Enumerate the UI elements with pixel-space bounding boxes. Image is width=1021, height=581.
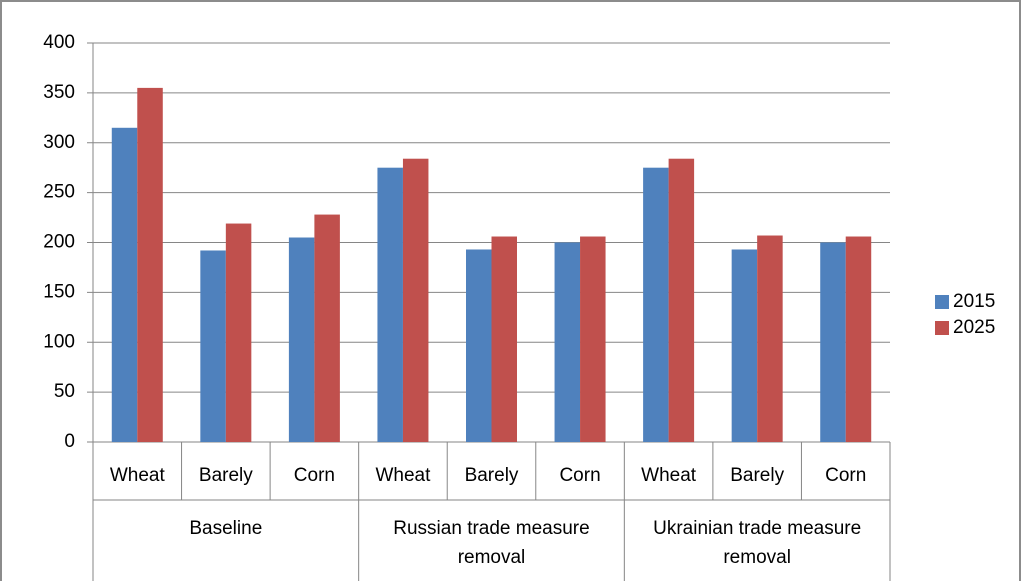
bar bbox=[731, 249, 758, 442]
x-tick-label: Wheat bbox=[110, 465, 166, 486]
bar bbox=[200, 250, 226, 442]
x-tick-label: Corn bbox=[559, 465, 600, 486]
y-tick-label: 300 bbox=[43, 132, 75, 153]
y-tick-label: 350 bbox=[43, 82, 75, 103]
legend-swatch bbox=[935, 295, 949, 309]
group-label: Russian trade measure removal bbox=[393, 518, 590, 568]
bar bbox=[288, 237, 315, 442]
legend-label: 2025 bbox=[953, 317, 995, 338]
bar bbox=[643, 167, 669, 442]
y-tick-label: 400 bbox=[43, 32, 75, 53]
bar bbox=[111, 127, 138, 442]
bar bbox=[225, 223, 252, 442]
bar bbox=[554, 242, 581, 442]
x-tick-label: Wheat bbox=[641, 465, 697, 486]
bar bbox=[137, 87, 163, 442]
bar bbox=[466, 249, 492, 442]
bar bbox=[580, 236, 606, 442]
x-tick-label: Corn bbox=[294, 465, 335, 486]
x-tick-label: Corn bbox=[825, 465, 866, 486]
legend-label: 2015 bbox=[953, 291, 995, 312]
bar bbox=[377, 167, 403, 442]
x-tick-label: Barely bbox=[730, 465, 784, 486]
group-label: Baseline bbox=[189, 518, 263, 539]
x-tick-label: Wheat bbox=[375, 465, 431, 486]
x-tick-label: Barely bbox=[465, 465, 519, 486]
legend-swatch bbox=[935, 321, 949, 335]
bar bbox=[757, 235, 783, 442]
y-tick-label: 100 bbox=[43, 331, 75, 352]
y-tick-label: 50 bbox=[54, 381, 75, 402]
bar bbox=[402, 158, 429, 442]
y-tick-label: 250 bbox=[43, 182, 75, 203]
x-tick-label: Barely bbox=[199, 465, 253, 486]
y-tick-label: 200 bbox=[43, 232, 75, 253]
bar bbox=[668, 158, 695, 442]
bar bbox=[845, 236, 872, 442]
bar bbox=[491, 236, 517, 442]
group-label: Ukrainian trade measure removal bbox=[653, 518, 862, 568]
y-tick-label: 0 bbox=[64, 431, 75, 452]
y-tick-label: 150 bbox=[43, 281, 75, 302]
bar bbox=[820, 242, 846, 442]
bar bbox=[314, 214, 340, 442]
